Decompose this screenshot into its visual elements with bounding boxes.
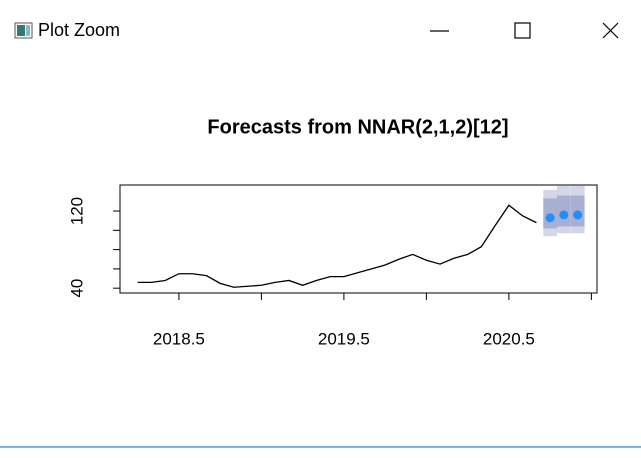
forecast-point xyxy=(573,210,583,220)
history-line xyxy=(137,204,537,288)
x-tick-label: 2018.5 xyxy=(153,329,205,348)
app-icon xyxy=(14,22,33,39)
y-tick-label: 40 xyxy=(67,279,86,298)
maximize-button[interactable] xyxy=(514,22,531,39)
y-tick-label: 120 xyxy=(67,197,86,225)
x-tick-label: 2020.5 xyxy=(483,329,535,348)
forecast-point xyxy=(559,210,569,220)
chart-title: Forecasts from NNAR(2,1,2)[12] xyxy=(207,116,508,138)
window-title: Plot Zoom xyxy=(38,20,120,40)
forecast-point xyxy=(545,213,555,223)
close-button[interactable] xyxy=(602,22,619,39)
x-tick-label: 2019.5 xyxy=(318,329,370,348)
